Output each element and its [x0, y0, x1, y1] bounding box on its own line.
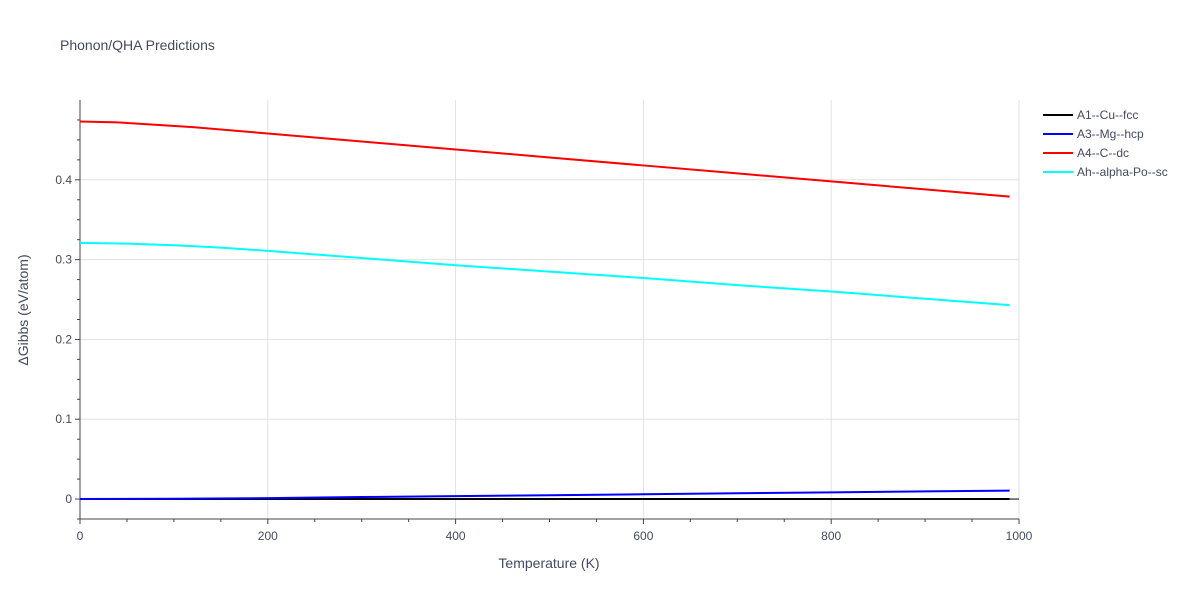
legend-label: A3--Mg--hcp: [1077, 127, 1144, 141]
grid: [80, 100, 1020, 519]
y-tick-label: 0.4: [55, 173, 72, 187]
legend-item[interactable]: A3--Mg--hcp: [1043, 127, 1144, 141]
plot-area: [79, 120, 1010, 501]
y-axis-title: ΔGibbs (eV/atom): [15, 254, 31, 365]
axes: 0 200 400 600 800 1000 0 0.1 0.2 0.3 0.4: [55, 100, 1033, 543]
x-tick-label: 400: [446, 529, 466, 543]
x-tick-label: 600: [633, 529, 653, 543]
x-axis-title: Temperature (K): [498, 555, 599, 571]
y-tick-label: 0.3: [55, 253, 72, 267]
legend-item[interactable]: A1--Cu--fcc: [1043, 108, 1138, 122]
chart-title: Phonon/QHA Predictions: [60, 37, 215, 53]
series-line-2: [79, 120, 1010, 198]
legend-label: A1--Cu--fcc: [1077, 108, 1138, 122]
legend[interactable]: A1--Cu--fcc A3--Mg--hcp A4--C--dc Ah--alpha…: [1043, 108, 1168, 179]
x-tick-label: 1000: [1006, 529, 1033, 543]
x-tick-label: 800: [821, 529, 841, 543]
series-line-1: [79, 489, 1010, 501]
legend-label: A4--C--dc: [1077, 146, 1129, 160]
y-tick-label: 0.2: [55, 332, 72, 346]
x-tick-label: 200: [258, 529, 278, 543]
legend-label: Ah--alpha-Po--sc: [1077, 165, 1168, 179]
y-tick-label: 0.1: [55, 412, 72, 426]
x-tick-label: 0: [77, 529, 84, 543]
y-tick-label: 0: [65, 492, 72, 506]
legend-item[interactable]: A4--C--dc: [1043, 146, 1129, 160]
series-line-3: [79, 241, 1010, 307]
legend-item[interactable]: Ah--alpha-Po--sc: [1043, 165, 1168, 179]
